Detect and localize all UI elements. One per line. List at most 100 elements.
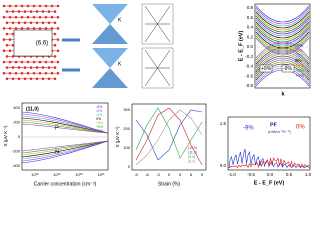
y-tick-label: 0.0 — [247, 44, 254, 49]
pf-unit: (mWm⁻¹K⁻²) — [268, 129, 291, 134]
band — [255, 37, 310, 55]
ek-lines — [144, 5, 171, 43]
atom — [5, 55, 9, 58]
atom — [56, 15, 60, 19]
y-tick-label: 0.0 — [220, 163, 227, 168]
atom — [5, 10, 9, 13]
band — [255, 19, 310, 37]
y-axis-label: S (μV K⁻¹) — [115, 126, 120, 147]
legend-label: -6% — [96, 109, 102, 113]
sc-frame — [21, 102, 109, 171]
x-tick-label: -0.5 — [247, 172, 255, 177]
atom — [56, 4, 60, 8]
x-axis-label: Strain (%) — [158, 181, 181, 187]
band — [255, 17, 310, 35]
y-tick-label: -0.2 — [245, 54, 253, 59]
x-tick-label: 10²⁰ — [75, 172, 83, 177]
y-tick-label: -0.6 — [245, 73, 253, 78]
legend-label: -9% — [295, 43, 303, 48]
band — [255, 45, 310, 63]
x-tick-label: -9 — [134, 172, 138, 177]
y-tick-label: -400 — [12, 163, 21, 168]
y-tick-label: 0.6 — [247, 15, 254, 20]
chirality-label: (6,6) — [36, 41, 48, 47]
annotation: +9% — [261, 66, 272, 72]
band — [255, 15, 310, 33]
x-tick-label: 3 — [179, 172, 182, 177]
atom — [5, 66, 9, 69]
k-label: K — [118, 17, 122, 23]
legend-label: 0% — [96, 117, 101, 121]
region-label: N — [55, 149, 59, 155]
legend-label: +9% — [96, 129, 103, 133]
y-tick-label: 0 — [128, 164, 131, 169]
legend-label: -3% — [96, 113, 102, 117]
curve — [135, 107, 203, 166]
x-axis-label: Carrier concentration (cm⁻³) — [34, 181, 97, 187]
legend-label: +3% — [295, 63, 304, 68]
atom — [53, 66, 57, 69]
atom — [56, 60, 60, 64]
atom — [53, 77, 57, 81]
curve — [21, 140, 109, 152]
legend-label: -6% — [295, 48, 303, 53]
band — [255, 7, 310, 25]
x-tick-label: 0.0 — [267, 172, 274, 177]
annotation: -9% — [283, 66, 292, 72]
annotation-box — [281, 64, 295, 73]
y-tick-label: -0.8 — [245, 83, 253, 88]
ss-frame — [131, 103, 207, 171]
band — [255, 5, 310, 23]
atom — [5, 32, 9, 36]
annotation-box — [259, 64, 273, 73]
x-tick-label: 6 — [190, 172, 193, 177]
band — [255, 61, 310, 79]
legend-label: 0% — [295, 58, 302, 63]
atom — [53, 55, 57, 58]
x-tick-label: 1.0 — [305, 172, 312, 177]
region-label: P — [55, 125, 59, 131]
y-tick-label: 1.5 — [220, 121, 227, 126]
x-tick-label: -1.0 — [228, 172, 236, 177]
band — [255, 13, 310, 31]
x-tick-label: 10²¹ — [97, 172, 105, 177]
legend-label: -9% — [96, 105, 102, 109]
y-tick-label: 200 — [13, 120, 20, 125]
cone — [92, 24, 128, 44]
x-tick-label: -3 — [156, 172, 160, 177]
y-tick-label: 0.4 — [247, 25, 254, 30]
pf-curve — [228, 148, 310, 169]
band — [255, 41, 310, 59]
cone — [92, 68, 128, 88]
atom — [53, 21, 57, 25]
cone — [92, 48, 128, 68]
pf-frame — [227, 116, 311, 171]
arrows — [62, 38, 80, 72]
curve — [135, 107, 203, 159]
k-label: K — [118, 61, 122, 67]
y-tick-label: 0 — [18, 134, 21, 139]
atom — [56, 49, 60, 53]
legend-label: (9,0) — [188, 155, 195, 159]
x-tick-label: 0 — [168, 172, 171, 177]
x-tick-label: 0.5 — [286, 172, 293, 177]
legend-label: +3% — [96, 121, 103, 125]
y-tick-label: 400 — [13, 105, 20, 110]
atom — [56, 71, 60, 75]
y-tick-label: -200 — [12, 149, 21, 154]
atom — [5, 21, 9, 25]
band — [255, 47, 310, 65]
atom — [53, 10, 57, 13]
band-frame — [254, 3, 311, 89]
band — [255, 9, 310, 27]
pf-curve — [228, 157, 310, 169]
curve — [135, 109, 203, 161]
unit-cell-box — [13, 29, 53, 57]
strain-curves — [135, 107, 203, 166]
band — [255, 27, 310, 45]
atom — [53, 43, 57, 47]
band-curves — [255, 5, 310, 87]
legend-label: +6% — [295, 68, 304, 73]
atom — [5, 43, 9, 47]
y-tick-label: 100 — [123, 145, 130, 150]
